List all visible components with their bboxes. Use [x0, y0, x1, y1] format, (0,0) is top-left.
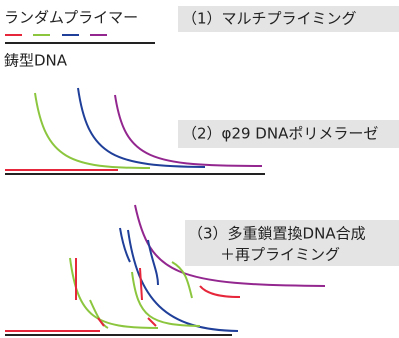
primer-legend: ランダムプライマー — [4, 9, 138, 27]
step-label: （3）多重鎖置換DNA合成 — [188, 225, 366, 243]
diagram: ランダムプライマー 鋳型DNA （1）マルチプライミング （2）φ29 DNAポ… — [0, 0, 399, 338]
step-sublabel: ＋再プライミング — [220, 246, 340, 264]
template-label: 鋳型DNA — [4, 52, 68, 70]
step-label: （2）φ29 DNAポリメラーゼ — [182, 125, 378, 143]
step-label: （1）マルチプライミング — [182, 10, 357, 28]
